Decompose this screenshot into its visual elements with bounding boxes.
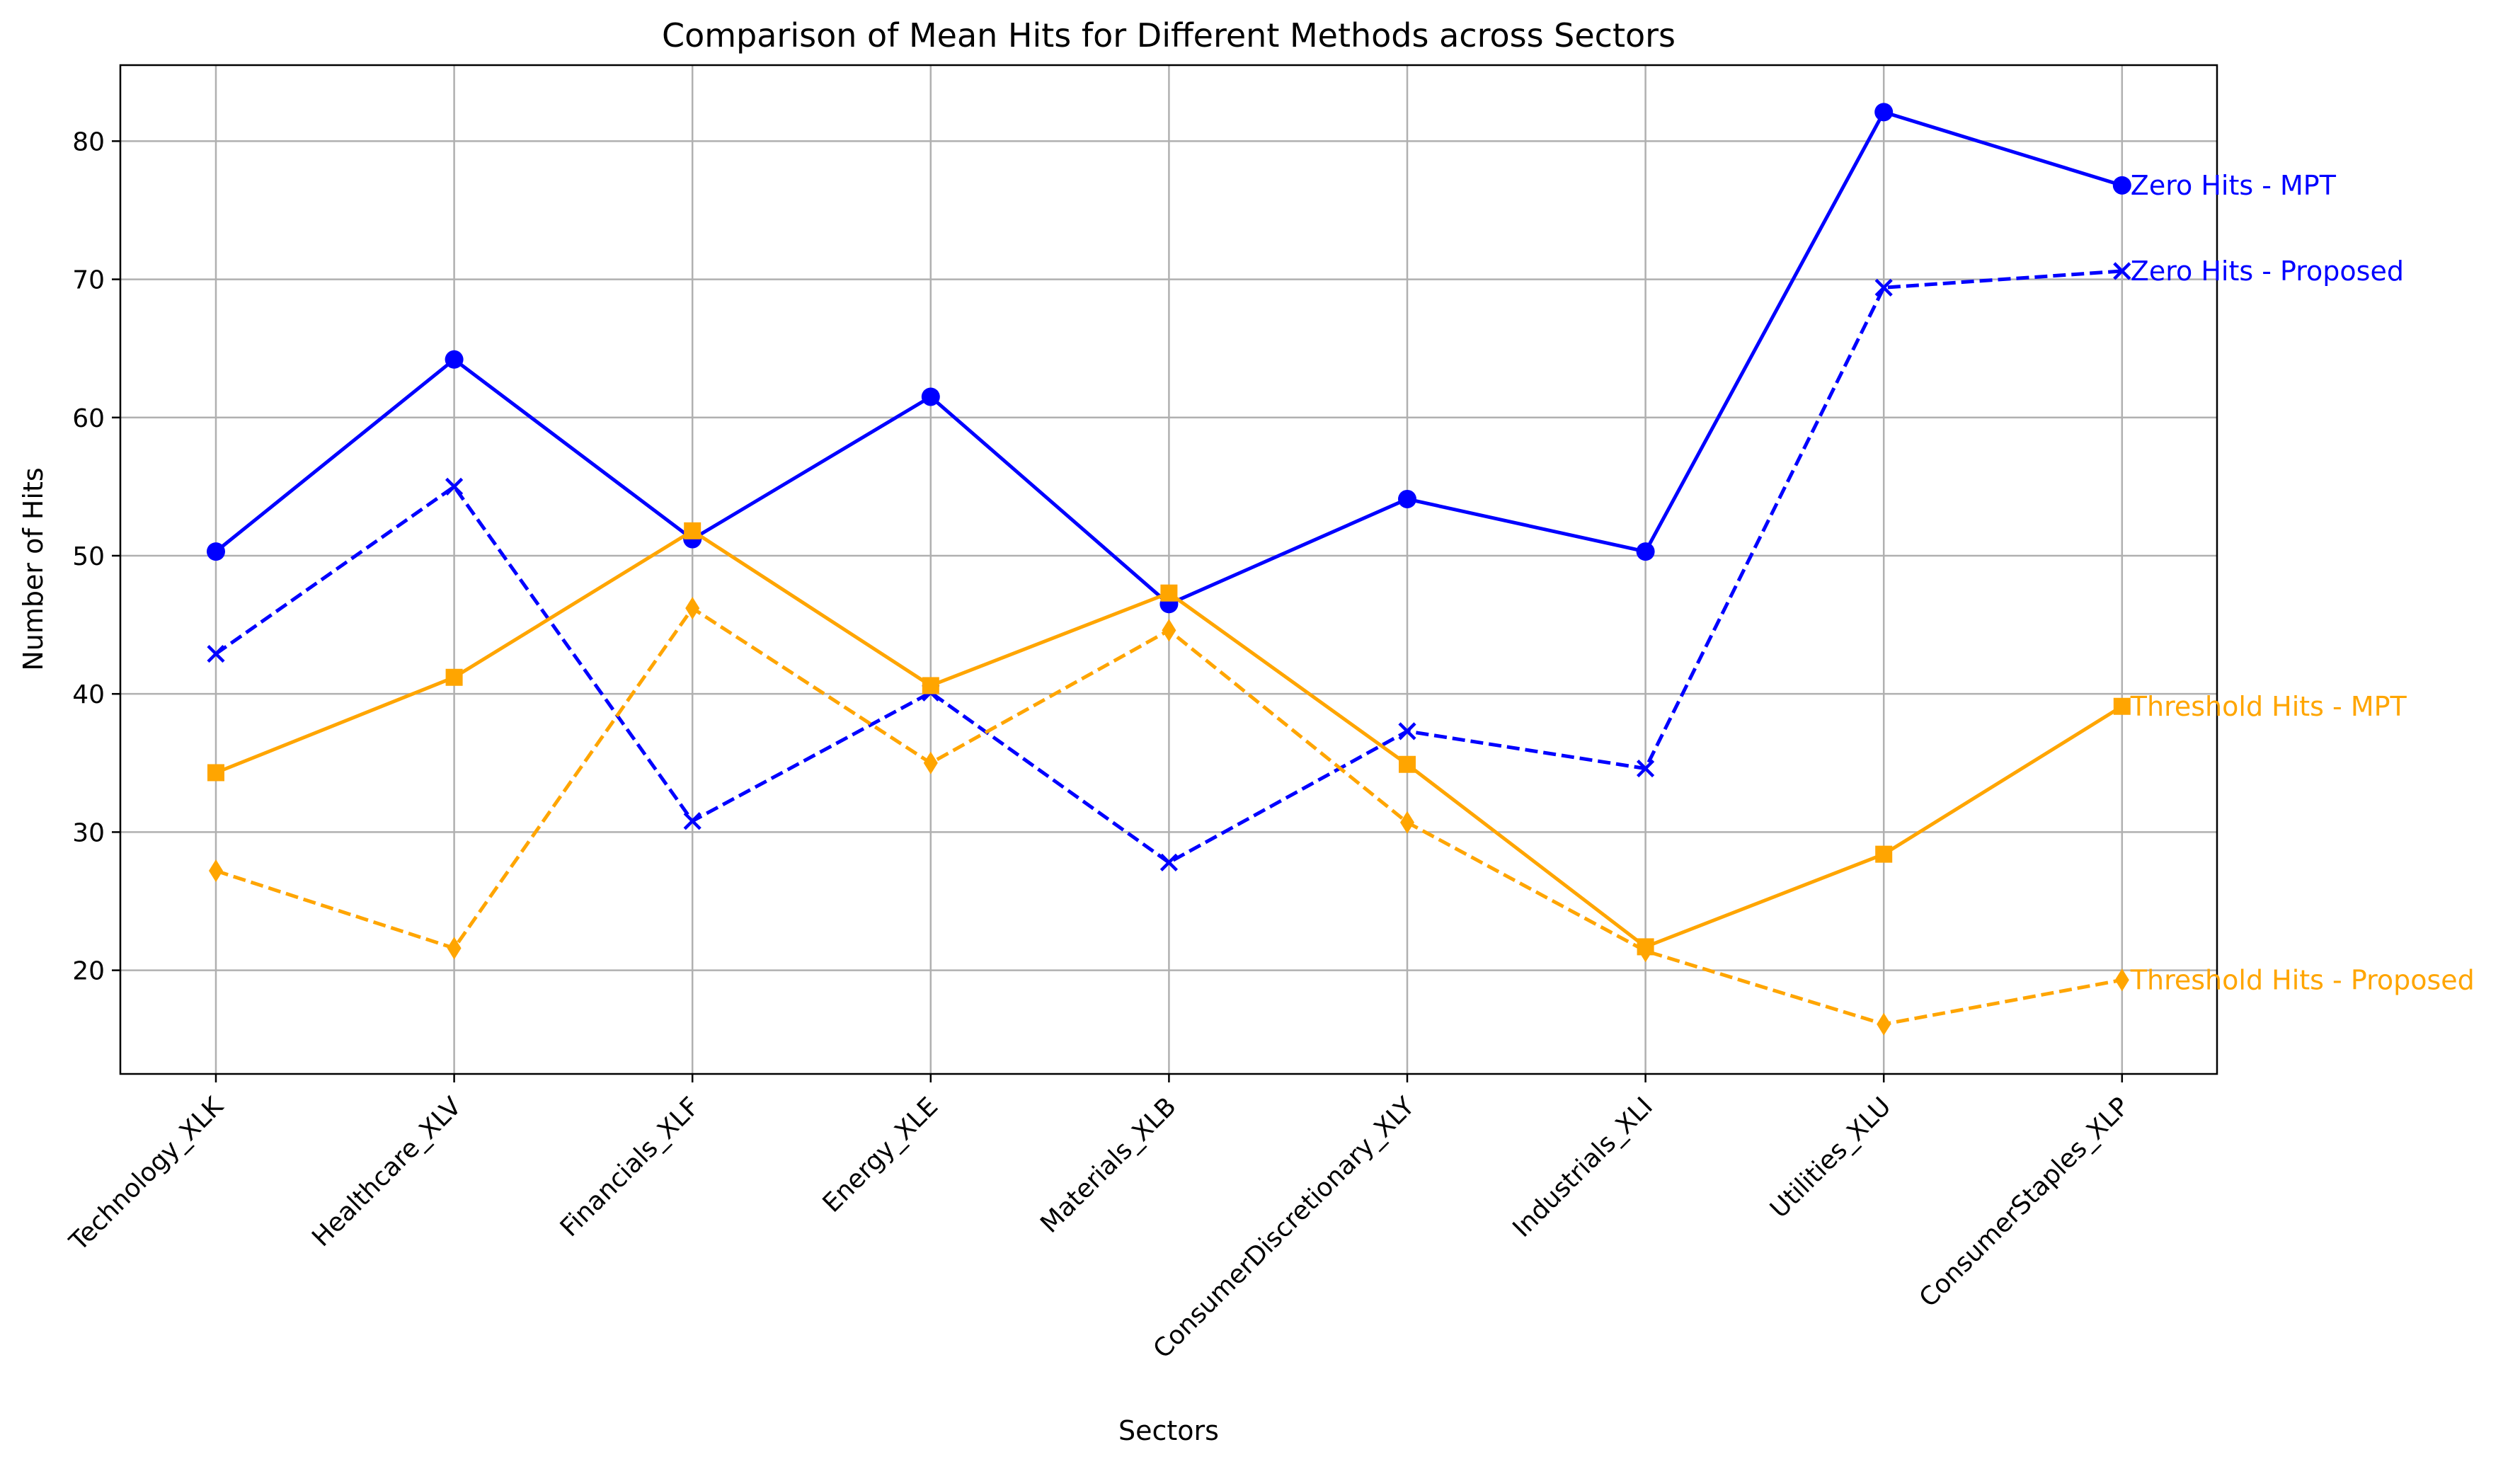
series-label: Threshold Hits - Proposed: [2130, 964, 2475, 995]
x-tick-label: ConsumerDiscretionary_XLY: [1148, 1092, 1421, 1364]
data-point: [923, 751, 938, 774]
data-point: [1874, 278, 1893, 297]
y-tick-label: 40: [72, 680, 105, 709]
series-threshold-hits-proposed: [209, 597, 2129, 1036]
y-tick-label: 60: [72, 404, 105, 433]
data-point: [445, 477, 464, 496]
data-point: [207, 764, 224, 782]
y-tick-label: 20: [72, 957, 105, 986]
x-tick-label: Industrials_XLI: [1507, 1092, 1659, 1243]
series-line: [214, 269, 2122, 864]
data-point: [1637, 760, 1655, 778]
data-point: [207, 644, 225, 663]
data-point: [209, 859, 223, 883]
data-point: [922, 677, 939, 694]
series-label: Zero Hits - MPT: [2131, 170, 2337, 201]
data-point: [1875, 845, 1893, 863]
chart-title: Comparison of Mean Hits for Different Me…: [662, 16, 1676, 55]
y-axis: 20 30 40 50 60 70 80: [72, 127, 120, 986]
data-point: [2113, 697, 2131, 715]
data-point: [1399, 755, 1416, 773]
x-tick-label: Financials_XLF: [555, 1092, 706, 1242]
y-tick-label: 50: [72, 542, 105, 571]
data-point: [445, 350, 464, 369]
data-point: [2112, 176, 2131, 195]
data-point: [684, 522, 701, 539]
y-axis-label: Number of Hits: [18, 467, 49, 670]
series-label: Threshold Hits - MPT: [2130, 691, 2407, 722]
data-point: [1636, 542, 1655, 561]
series-labels: Zero Hits - MPT Zero Hits - Proposed Thres…: [2130, 170, 2475, 995]
data-point: [1160, 584, 1178, 602]
data-point: [1398, 722, 1416, 740]
data-point: [921, 387, 940, 406]
grid: [120, 65, 2217, 1074]
series-layer: [207, 103, 2131, 1036]
data-point: [685, 597, 700, 620]
y-tick-label: 80: [72, 127, 105, 156]
x-tick-label: Technology_XLK: [64, 1091, 229, 1257]
x-tick-label: ConsumerStaples_XLP: [1914, 1092, 2135, 1313]
y-tick-label: 70: [72, 266, 105, 295]
series-label: Zero Hits - Proposed: [2131, 256, 2404, 287]
y-tick-label: 30: [72, 818, 105, 847]
data-point: [1877, 1012, 1891, 1036]
data-point: [2114, 968, 2129, 992]
data-point: [1398, 489, 1416, 508]
data-point: [207, 542, 225, 561]
data-point: [1638, 939, 1653, 963]
x-axis: Technology_XLK Healthcare_XLV Financials_X…: [64, 1074, 2135, 1364]
data-point: [1162, 619, 1176, 642]
data-point: [445, 668, 463, 686]
x-tick-label: Materials_XLB: [1035, 1092, 1181, 1238]
data-point: [1400, 811, 1414, 834]
data-point: [1874, 103, 1894, 122]
data-point: [447, 937, 462, 960]
data-point: [683, 812, 701, 830]
x-tick-label: Healthcare_XLV: [307, 1092, 467, 1252]
data-point: [2113, 262, 2131, 280]
data-point: [1159, 853, 1178, 871]
x-tick-label: Energy_XLE: [818, 1092, 944, 1218]
x-axis-label: Sectors: [1118, 1415, 1219, 1446]
x-tick-label: Utilities_XLU: [1765, 1092, 1897, 1224]
